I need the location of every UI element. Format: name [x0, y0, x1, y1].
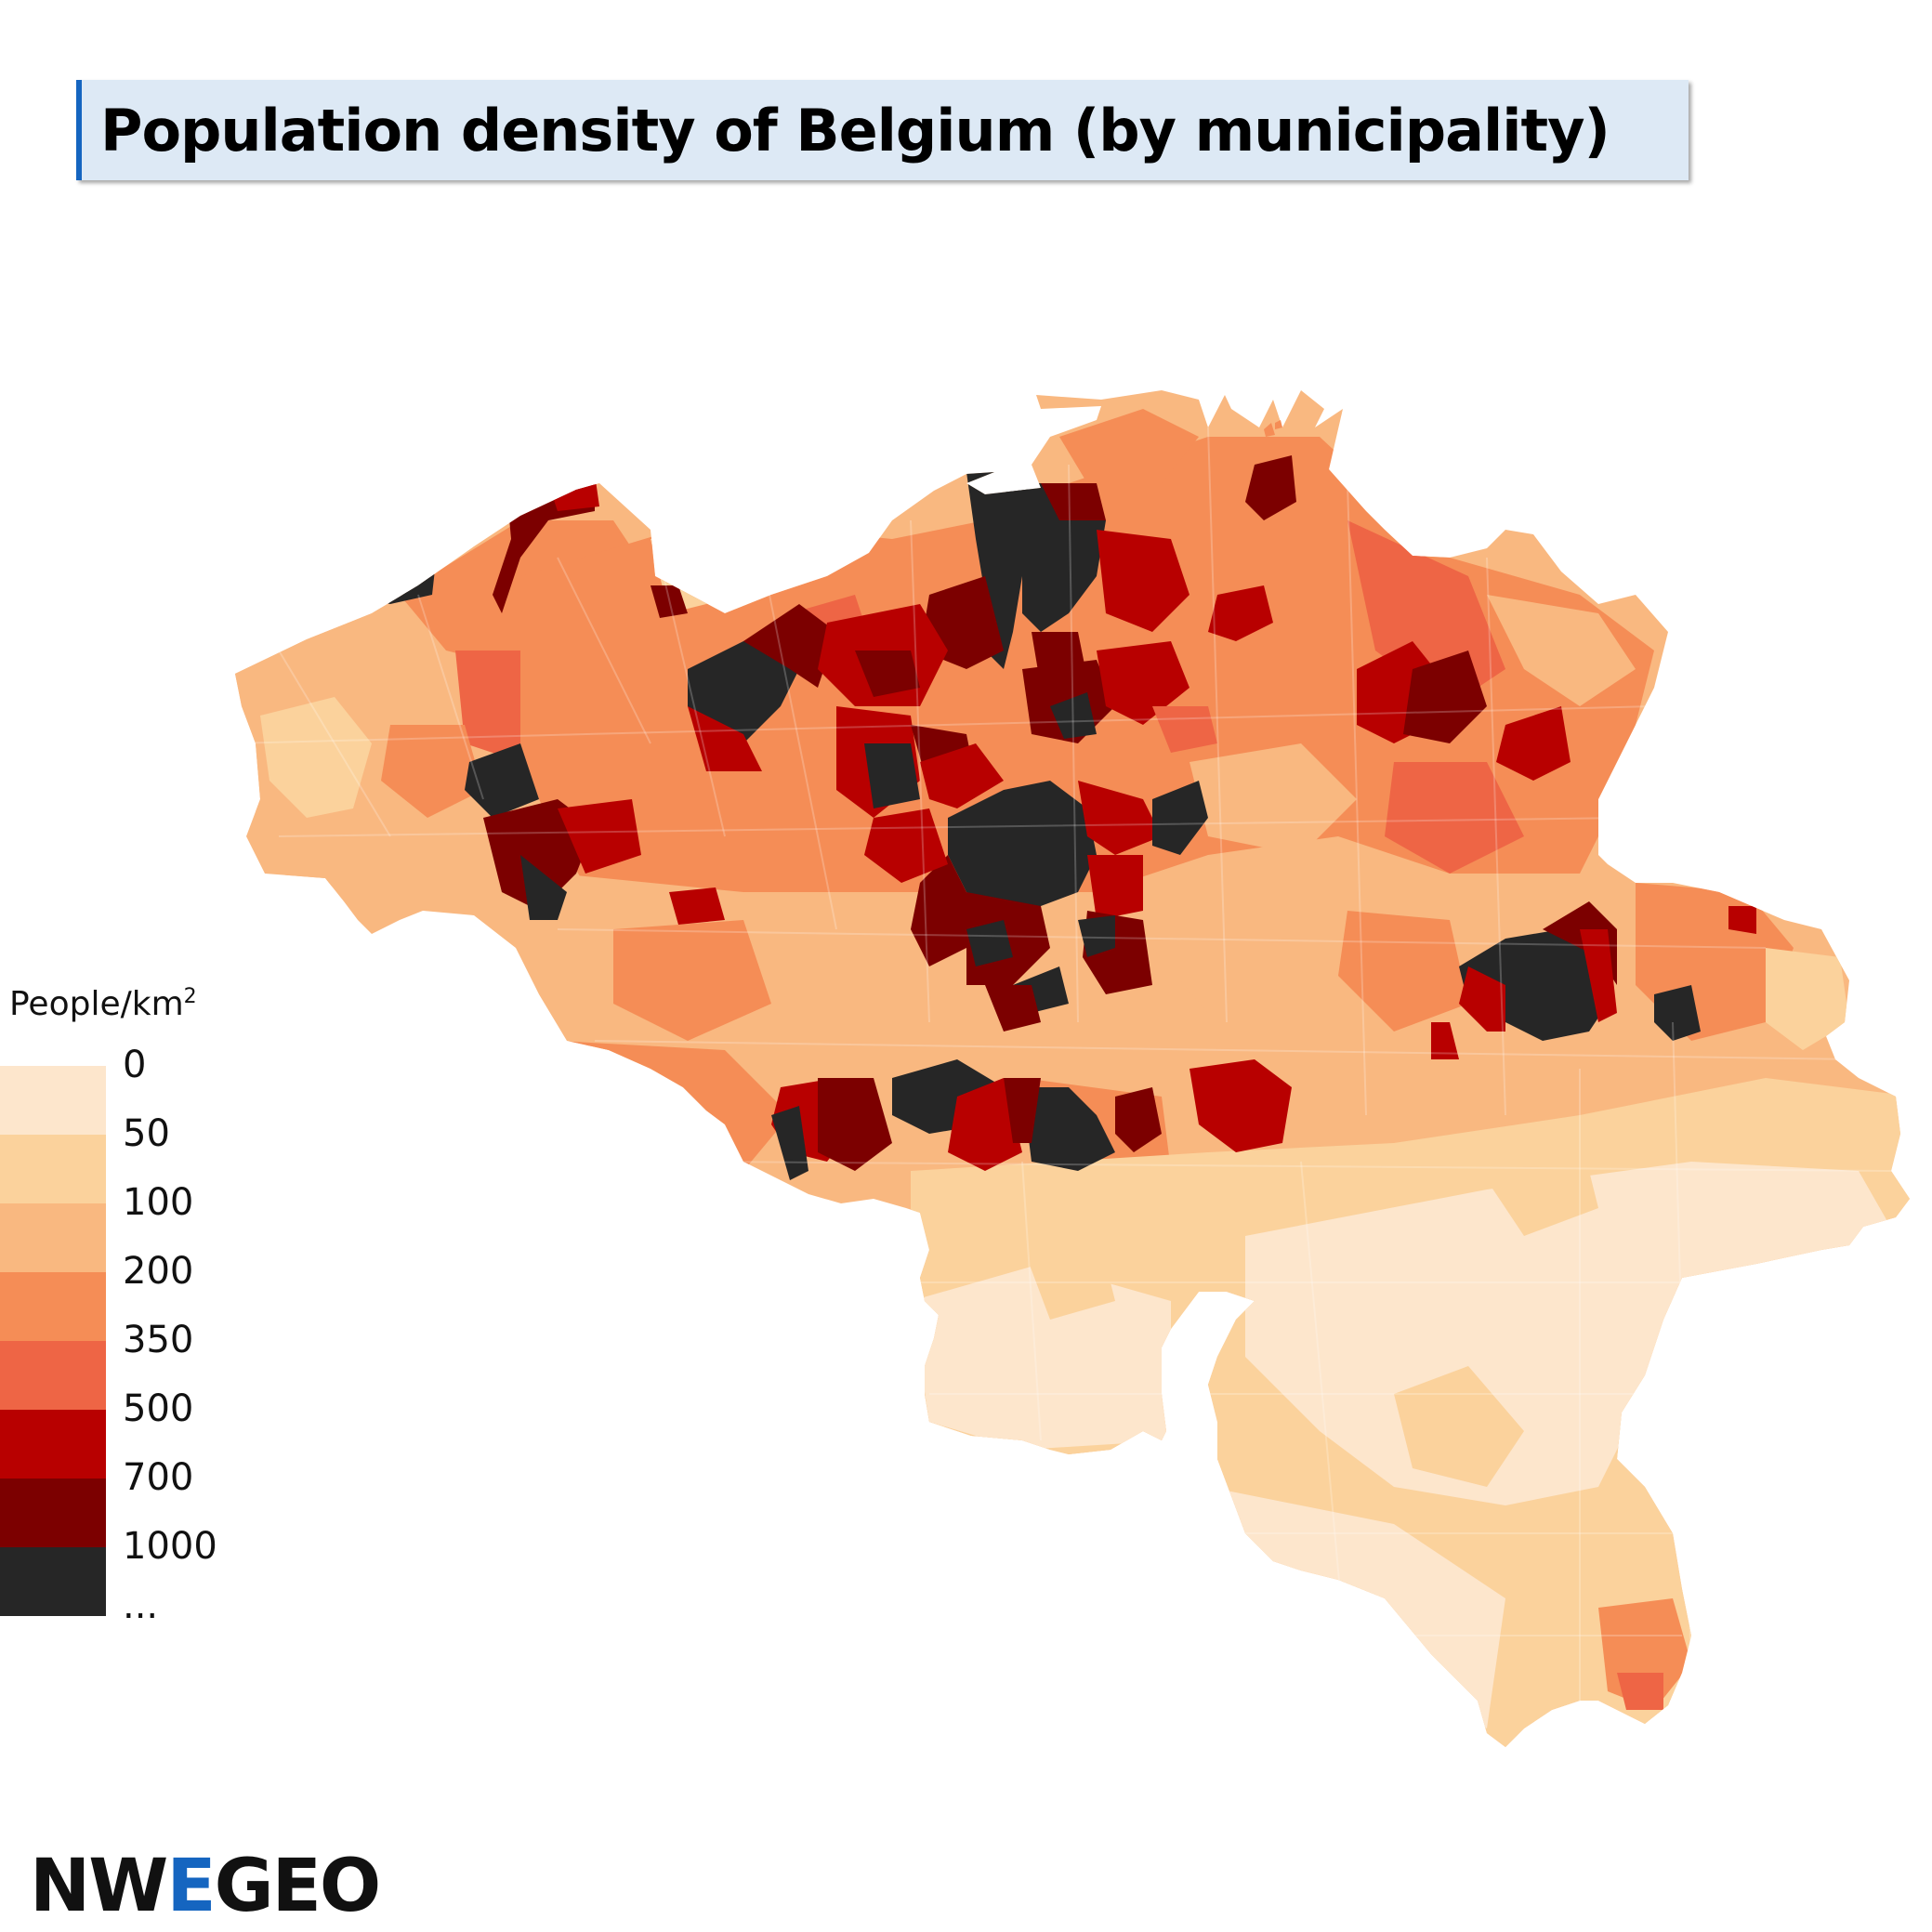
- legend-title-text: People/km: [9, 985, 184, 1023]
- legend-swatch-1: [0, 1135, 106, 1203]
- nwegeo-logo: NWEGEO: [30, 1845, 382, 1928]
- legend-swatch-0: [0, 1066, 106, 1135]
- legend-swatch-4: [0, 1341, 106, 1410]
- legend-label-last: ...: [123, 1584, 159, 1627]
- legend-label-4: 350: [123, 1319, 194, 1361]
- legend-label-2: 100: [123, 1181, 194, 1224]
- legend-swatch-7: [0, 1547, 106, 1616]
- legend-swatch-2: [0, 1203, 106, 1272]
- legend-label-5: 500: [123, 1387, 194, 1430]
- legend-title: People/km2: [9, 985, 197, 1023]
- legend-swatch-5: [0, 1410, 106, 1479]
- legend-label-7: 1000: [123, 1525, 217, 1568]
- legend-swatch-3: [0, 1272, 106, 1341]
- logo-part3: GEO: [214, 1845, 382, 1928]
- legend-label-1: 50: [123, 1112, 170, 1155]
- legend-swatch-6: [0, 1479, 106, 1547]
- legend-label-0: 0: [123, 1044, 147, 1086]
- map-title-text: Population density of Belgium (by munici…: [100, 96, 1610, 164]
- map-title: Population density of Belgium (by munici…: [76, 80, 1689, 180]
- legend-label-3: 200: [123, 1250, 194, 1293]
- municipality-fills: [235, 390, 1910, 1747]
- logo-part1: NW: [30, 1845, 168, 1928]
- legend-label-6: 700: [123, 1456, 194, 1499]
- legend-title-superscript: 2: [183, 985, 197, 1008]
- logo-part2: E: [166, 1845, 216, 1928]
